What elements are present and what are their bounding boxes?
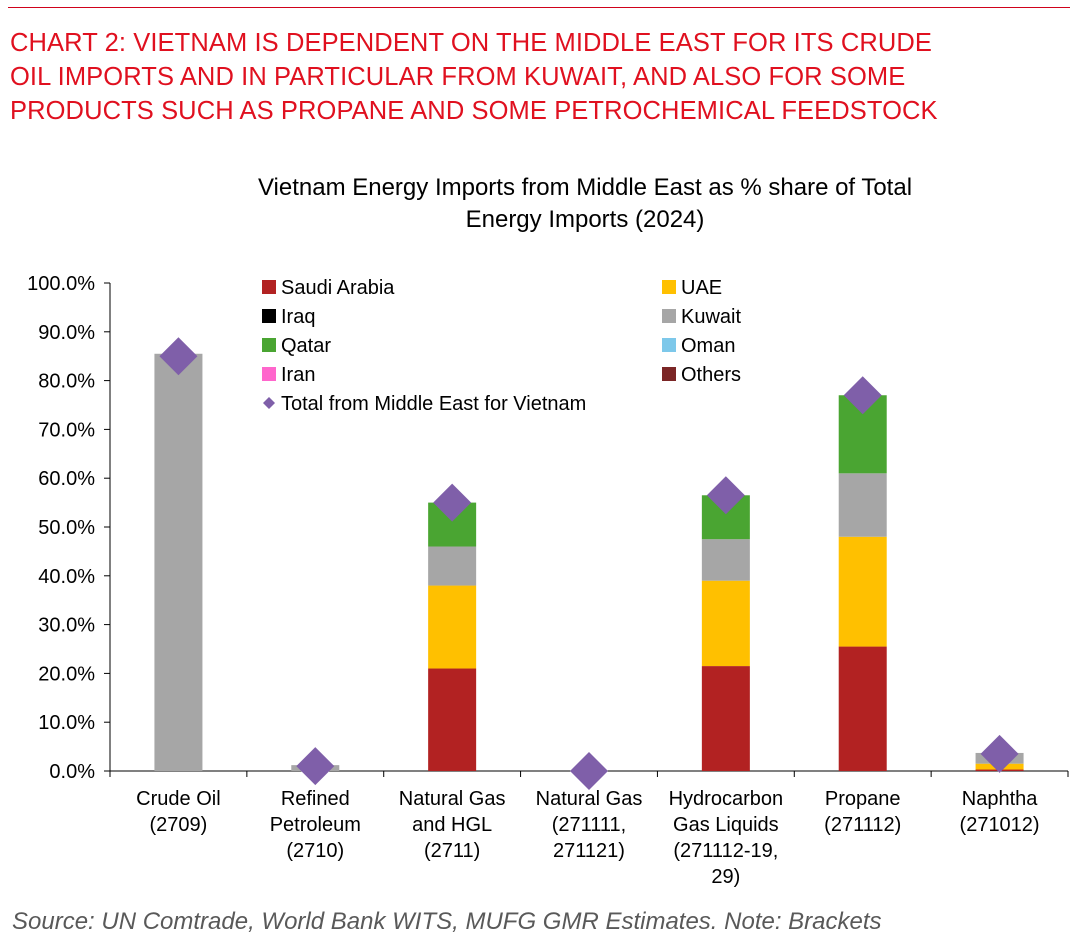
- legend-swatch-iraq: [262, 309, 276, 323]
- legend-label: Total from Middle East for Vietnam: [281, 393, 586, 415]
- legend-label: Others: [681, 364, 741, 386]
- y-tick-label: 50.0%: [38, 517, 95, 539]
- bar-saudi-arabia: [838, 646, 887, 771]
- bar-kuwait: [838, 473, 887, 537]
- y-tick-label: 0.0%: [49, 761, 95, 783]
- x-category-label: Natural Gas: [536, 788, 643, 810]
- heading-line-1: CHART 2: VIETNAM IS DEPENDENT ON THE MID…: [10, 29, 932, 57]
- x-category-label: Refined: [281, 788, 350, 810]
- total-marker: [980, 734, 1019, 773]
- x-category-label: (271112): [824, 814, 901, 836]
- y-tick-label: 30.0%: [38, 615, 95, 637]
- legend-label: Iran: [281, 364, 315, 386]
- x-category-label: (2711): [424, 840, 480, 862]
- x-category-label: Crude Oil: [136, 788, 220, 810]
- legend-label: Kuwait: [681, 306, 741, 328]
- bar-kuwait: [701, 539, 750, 581]
- total-marker: [296, 747, 335, 786]
- header-rule: [8, 7, 1070, 8]
- bar-uae: [838, 536, 887, 647]
- x-category-label: (271012): [960, 814, 1040, 836]
- legend-label: Qatar: [281, 335, 331, 357]
- y-tick-label: 10.0%: [38, 712, 95, 734]
- x-category-label: (271111,: [552, 814, 627, 836]
- y-tick-label: 90.0%: [38, 322, 95, 344]
- legend-swatch-kuwait: [662, 309, 676, 323]
- bar-saudi-arabia: [428, 668, 477, 771]
- legend-label: Saudi Arabia: [281, 277, 395, 299]
- x-category-label: Petroleum: [270, 814, 361, 836]
- legend-label: Iraq: [281, 306, 315, 328]
- bar-uae: [428, 585, 477, 669]
- x-category-label: (2709): [150, 814, 208, 836]
- legend-label: Oman: [681, 335, 735, 357]
- x-category-label: Gas Liquids: [673, 814, 779, 836]
- legend-marker-total: [263, 397, 275, 409]
- bar-uae: [701, 580, 750, 667]
- heading-line-2: OIL IMPORTS AND IN PARTICULAR FROM KUWAI…: [10, 63, 906, 91]
- y-tick-label: 40.0%: [38, 566, 95, 588]
- source-note: Source: UN Comtrade, World Bank WITS, MU…: [12, 908, 882, 935]
- y-tick-label: 70.0%: [38, 419, 95, 441]
- x-category-label: Hydrocarbon: [669, 788, 784, 810]
- y-tick-label: 80.0%: [38, 371, 95, 393]
- x-category-label: 271121): [553, 840, 625, 862]
- total-marker: [433, 483, 472, 522]
- chart-title: Vietnam Energy Imports from Middle East …: [140, 172, 1030, 236]
- x-category-label: (271112-19,: [673, 840, 778, 862]
- y-tick-label: 100.0%: [27, 273, 95, 295]
- stacked-bar-chart: 0.0% 10.0% 20.0% 30.0% 40.0% 50.0% 60.0% 70.0% 8…: [27, 273, 1069, 888]
- legend-swatch-others: [662, 367, 676, 381]
- total-marker: [706, 476, 745, 515]
- x-category-label: Natural Gas: [399, 788, 506, 810]
- total-marker: [843, 376, 882, 415]
- legend-swatch-uae: [662, 280, 676, 294]
- legend-swatch-iran: [262, 367, 276, 381]
- bar-kuwait: [428, 546, 477, 586]
- x-category-label: Propane: [825, 788, 901, 810]
- y-tick-label: 20.0%: [38, 663, 95, 685]
- bar-saudi-arabia: [701, 666, 750, 771]
- chart-heading: CHART 2: VIETNAM IS DEPENDENT ON THE MID…: [10, 26, 1070, 128]
- legend-label: UAE: [681, 277, 722, 299]
- total-marker: [570, 752, 608, 790]
- legend-swatch-saudi-arabia: [262, 280, 276, 294]
- x-category-label: and HGL: [412, 814, 492, 836]
- x-category-label: Naphtha: [962, 788, 1038, 810]
- bar-kuwait: [154, 353, 203, 771]
- total-marker: [159, 337, 198, 376]
- chart-title-line-2: Energy Imports (2024): [465, 206, 705, 233]
- x-category-label: 29): [711, 866, 740, 888]
- y-tick-label: 60.0%: [38, 468, 95, 490]
- chart-title-line-1: Vietnam Energy Imports from Middle East …: [257, 174, 913, 201]
- legend-swatch-qatar: [262, 338, 276, 352]
- legend-swatch-oman: [662, 338, 676, 352]
- heading-line-3: PRODUCTS SUCH AS PROPANE AND SOME PETROC…: [10, 97, 938, 125]
- x-category-label: (2710): [286, 840, 344, 862]
